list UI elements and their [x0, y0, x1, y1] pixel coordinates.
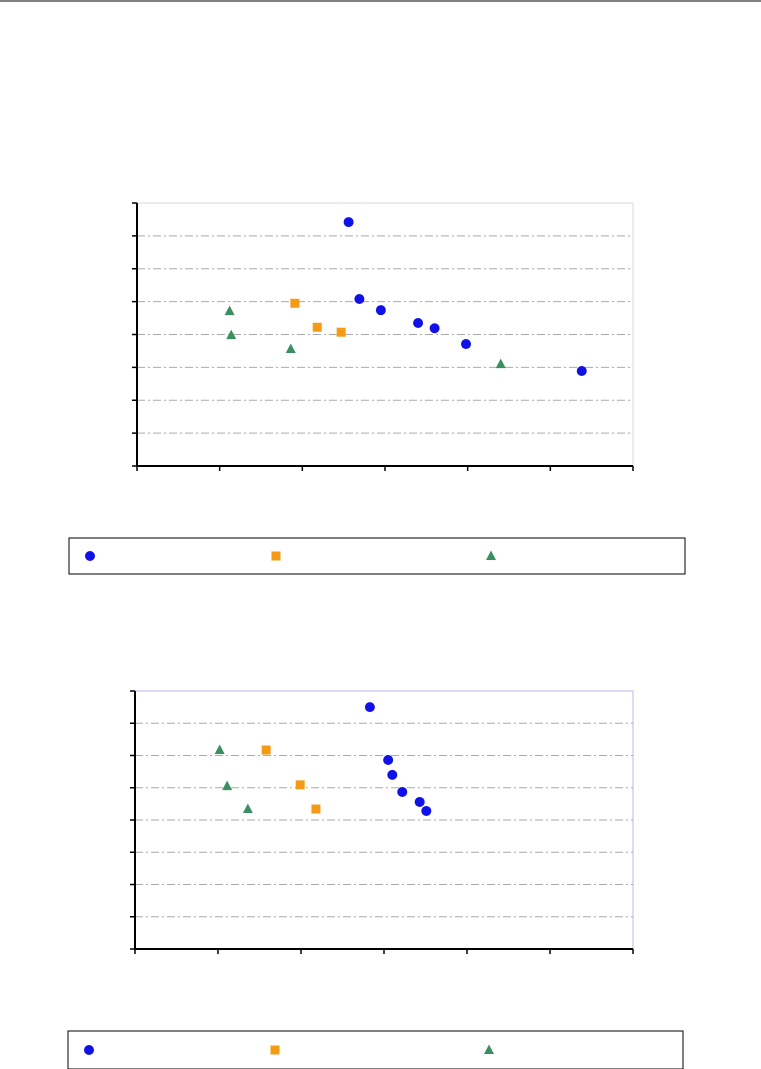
- data-point: [242, 803, 253, 814]
- legend-marker: [271, 551, 281, 561]
- legend-box: [68, 537, 686, 575]
- data-point: [336, 327, 346, 337]
- data-point: [576, 365, 587, 376]
- data-point: [375, 305, 386, 316]
- data-point: [285, 343, 296, 353]
- data-point: [383, 755, 394, 766]
- data-point: [421, 805, 432, 816]
- data-point: [222, 780, 233, 791]
- data-point: [295, 780, 305, 790]
- data-point: [387, 769, 398, 780]
- legend-marker: [84, 1045, 94, 1055]
- data-point: [214, 744, 225, 755]
- data-point: [311, 804, 321, 814]
- data-point: [226, 329, 237, 340]
- legend-marker: [85, 551, 95, 561]
- data-point: [413, 317, 424, 328]
- data-point: [495, 358, 506, 369]
- data-point: [397, 786, 408, 797]
- data-point: [364, 702, 375, 713]
- data-point: [290, 298, 300, 308]
- data-point: [414, 796, 425, 807]
- data-point: [312, 322, 322, 332]
- legend-marker: [270, 1045, 280, 1055]
- data-point: [224, 305, 235, 316]
- data-point: [461, 339, 472, 350]
- legend-marker: [484, 1044, 494, 1054]
- data-point: [429, 323, 440, 334]
- legend-marker: [486, 550, 496, 560]
- legend-box: [67, 1030, 684, 1069]
- data-point: [261, 745, 271, 755]
- data-point: [343, 217, 354, 228]
- data-point: [354, 293, 365, 304]
